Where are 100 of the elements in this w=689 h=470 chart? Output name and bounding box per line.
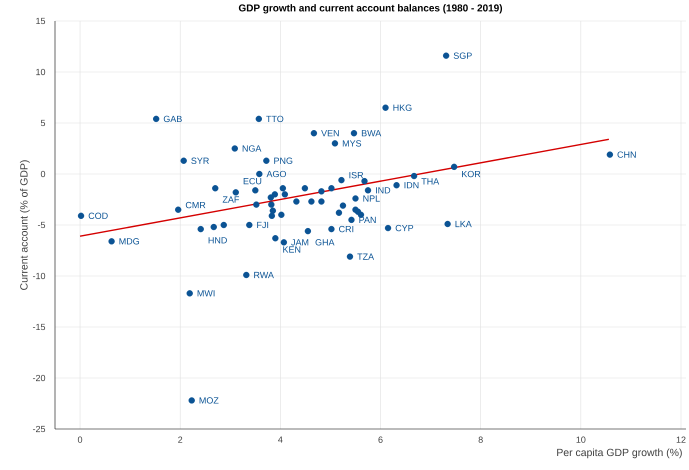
data-label: CYP [396, 224, 414, 232]
data-label: ZAF [222, 196, 240, 203]
y-tick-label: -20 [32, 374, 46, 382]
point [393, 182, 400, 188]
data-label: GHA [316, 239, 334, 246]
point [384, 224, 392, 232]
point [332, 140, 338, 147]
data-label: LKA [456, 220, 472, 228]
point [253, 201, 260, 208]
data-label: BWA [362, 130, 382, 136]
data-label: VEN [321, 130, 339, 136]
point [340, 202, 346, 209]
point [268, 212, 276, 220]
data-label: MYS [342, 140, 362, 147]
data-label: HND [208, 237, 227, 244]
data-label: KEN [283, 246, 300, 253]
point [304, 228, 312, 234]
point [282, 191, 288, 198]
point [280, 239, 288, 246]
point [256, 116, 262, 122]
point [361, 178, 368, 184]
point [256, 170, 263, 178]
data-label: JAM [291, 239, 308, 246]
point [308, 198, 315, 205]
point [246, 222, 252, 228]
point [444, 220, 451, 228]
y-tick-label: 5 [40, 120, 46, 126]
point [152, 116, 160, 122]
data-label: SGP [454, 52, 472, 59]
y-tick-label: 15 [36, 18, 46, 24]
data-label: ISR [349, 172, 364, 178]
point [348, 216, 355, 224]
x-tick-label: 10 [576, 436, 586, 443]
data-label: AGO [266, 170, 286, 178]
data-label: PNG [274, 158, 292, 164]
data-label: KOR [462, 170, 480, 178]
data-label: GAB [164, 116, 182, 122]
point [175, 206, 182, 213]
y-tick-label: 0 [40, 170, 46, 178]
data-label: TTO [266, 116, 284, 122]
point [220, 222, 227, 228]
data-label: MWI [198, 290, 214, 296]
point [270, 208, 276, 214]
x-tick-label: 6 [378, 436, 383, 443]
point [302, 185, 308, 192]
point [186, 290, 193, 297]
point [442, 52, 450, 59]
data-label: IND [376, 187, 390, 194]
chart-title: GDP growth and current account balances (1980 - 2019) [238, 4, 502, 14]
point [232, 145, 238, 152]
point [293, 198, 300, 205]
point [318, 198, 325, 205]
data-label: MDG [119, 238, 140, 244]
y-tick-label: -10 [32, 272, 46, 280]
y-tick-label: -25 [32, 426, 46, 432]
point [280, 185, 286, 192]
point [318, 188, 325, 195]
data-label: TZA [357, 254, 374, 260]
data-label: SYR [191, 158, 209, 164]
data-label: NGA [242, 145, 262, 152]
point [328, 226, 335, 232]
data-label: CHN [618, 151, 636, 158]
point [606, 151, 614, 158]
x-tick-label: 12 [676, 436, 686, 443]
x-tick-label: 8 [478, 436, 483, 443]
point [268, 201, 275, 208]
x-tick-label: 2 [178, 436, 182, 443]
point [188, 397, 195, 404]
point [382, 104, 389, 111]
point [278, 212, 285, 218]
data-label: RWA [254, 272, 274, 278]
point [212, 185, 218, 192]
data-label: NPL [363, 195, 380, 202]
y-tick-label: -5 [38, 222, 46, 228]
point [78, 212, 84, 220]
data-label: THA [421, 178, 440, 184]
point [364, 187, 372, 194]
point [272, 191, 278, 198]
point [338, 176, 345, 184]
data-label: CRI [339, 226, 354, 232]
data-label: IDN [404, 182, 418, 188]
point [108, 238, 115, 245]
x-tick-label: 4 [278, 436, 283, 443]
data-label: MOZ [200, 397, 219, 404]
point [198, 226, 204, 232]
point [450, 164, 458, 170]
data-label: COD [88, 212, 108, 219]
point [243, 272, 250, 278]
point [310, 130, 318, 136]
data-label: HKG [393, 104, 412, 111]
point [180, 158, 187, 164]
point [410, 172, 418, 180]
point [336, 210, 342, 216]
point [350, 130, 358, 136]
data-label: CMR [186, 202, 206, 208]
y-tick-label: 10 [36, 68, 46, 76]
x-tick-label: 0 [78, 436, 82, 443]
point [232, 189, 239, 196]
data-label: ECU [244, 178, 262, 184]
x-axis-title: Per capita GDP growth (%) [557, 448, 682, 458]
